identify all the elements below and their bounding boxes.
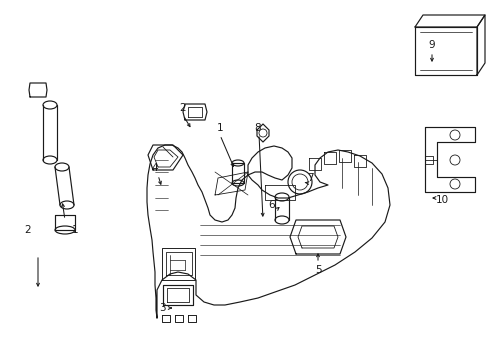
- Text: 10: 10: [434, 195, 447, 205]
- Text: 7: 7: [306, 173, 313, 183]
- Text: 3: 3: [159, 303, 165, 313]
- Text: 2: 2: [24, 225, 31, 235]
- Text: 8: 8: [254, 123, 261, 133]
- Text: 1: 1: [72, 225, 78, 235]
- Text: 9: 9: [428, 40, 434, 50]
- Text: 2: 2: [179, 103, 186, 113]
- Text: 6: 6: [268, 200, 275, 210]
- Text: 4: 4: [151, 163, 158, 173]
- Text: 1: 1: [216, 123, 223, 133]
- Text: 5: 5: [314, 265, 321, 275]
